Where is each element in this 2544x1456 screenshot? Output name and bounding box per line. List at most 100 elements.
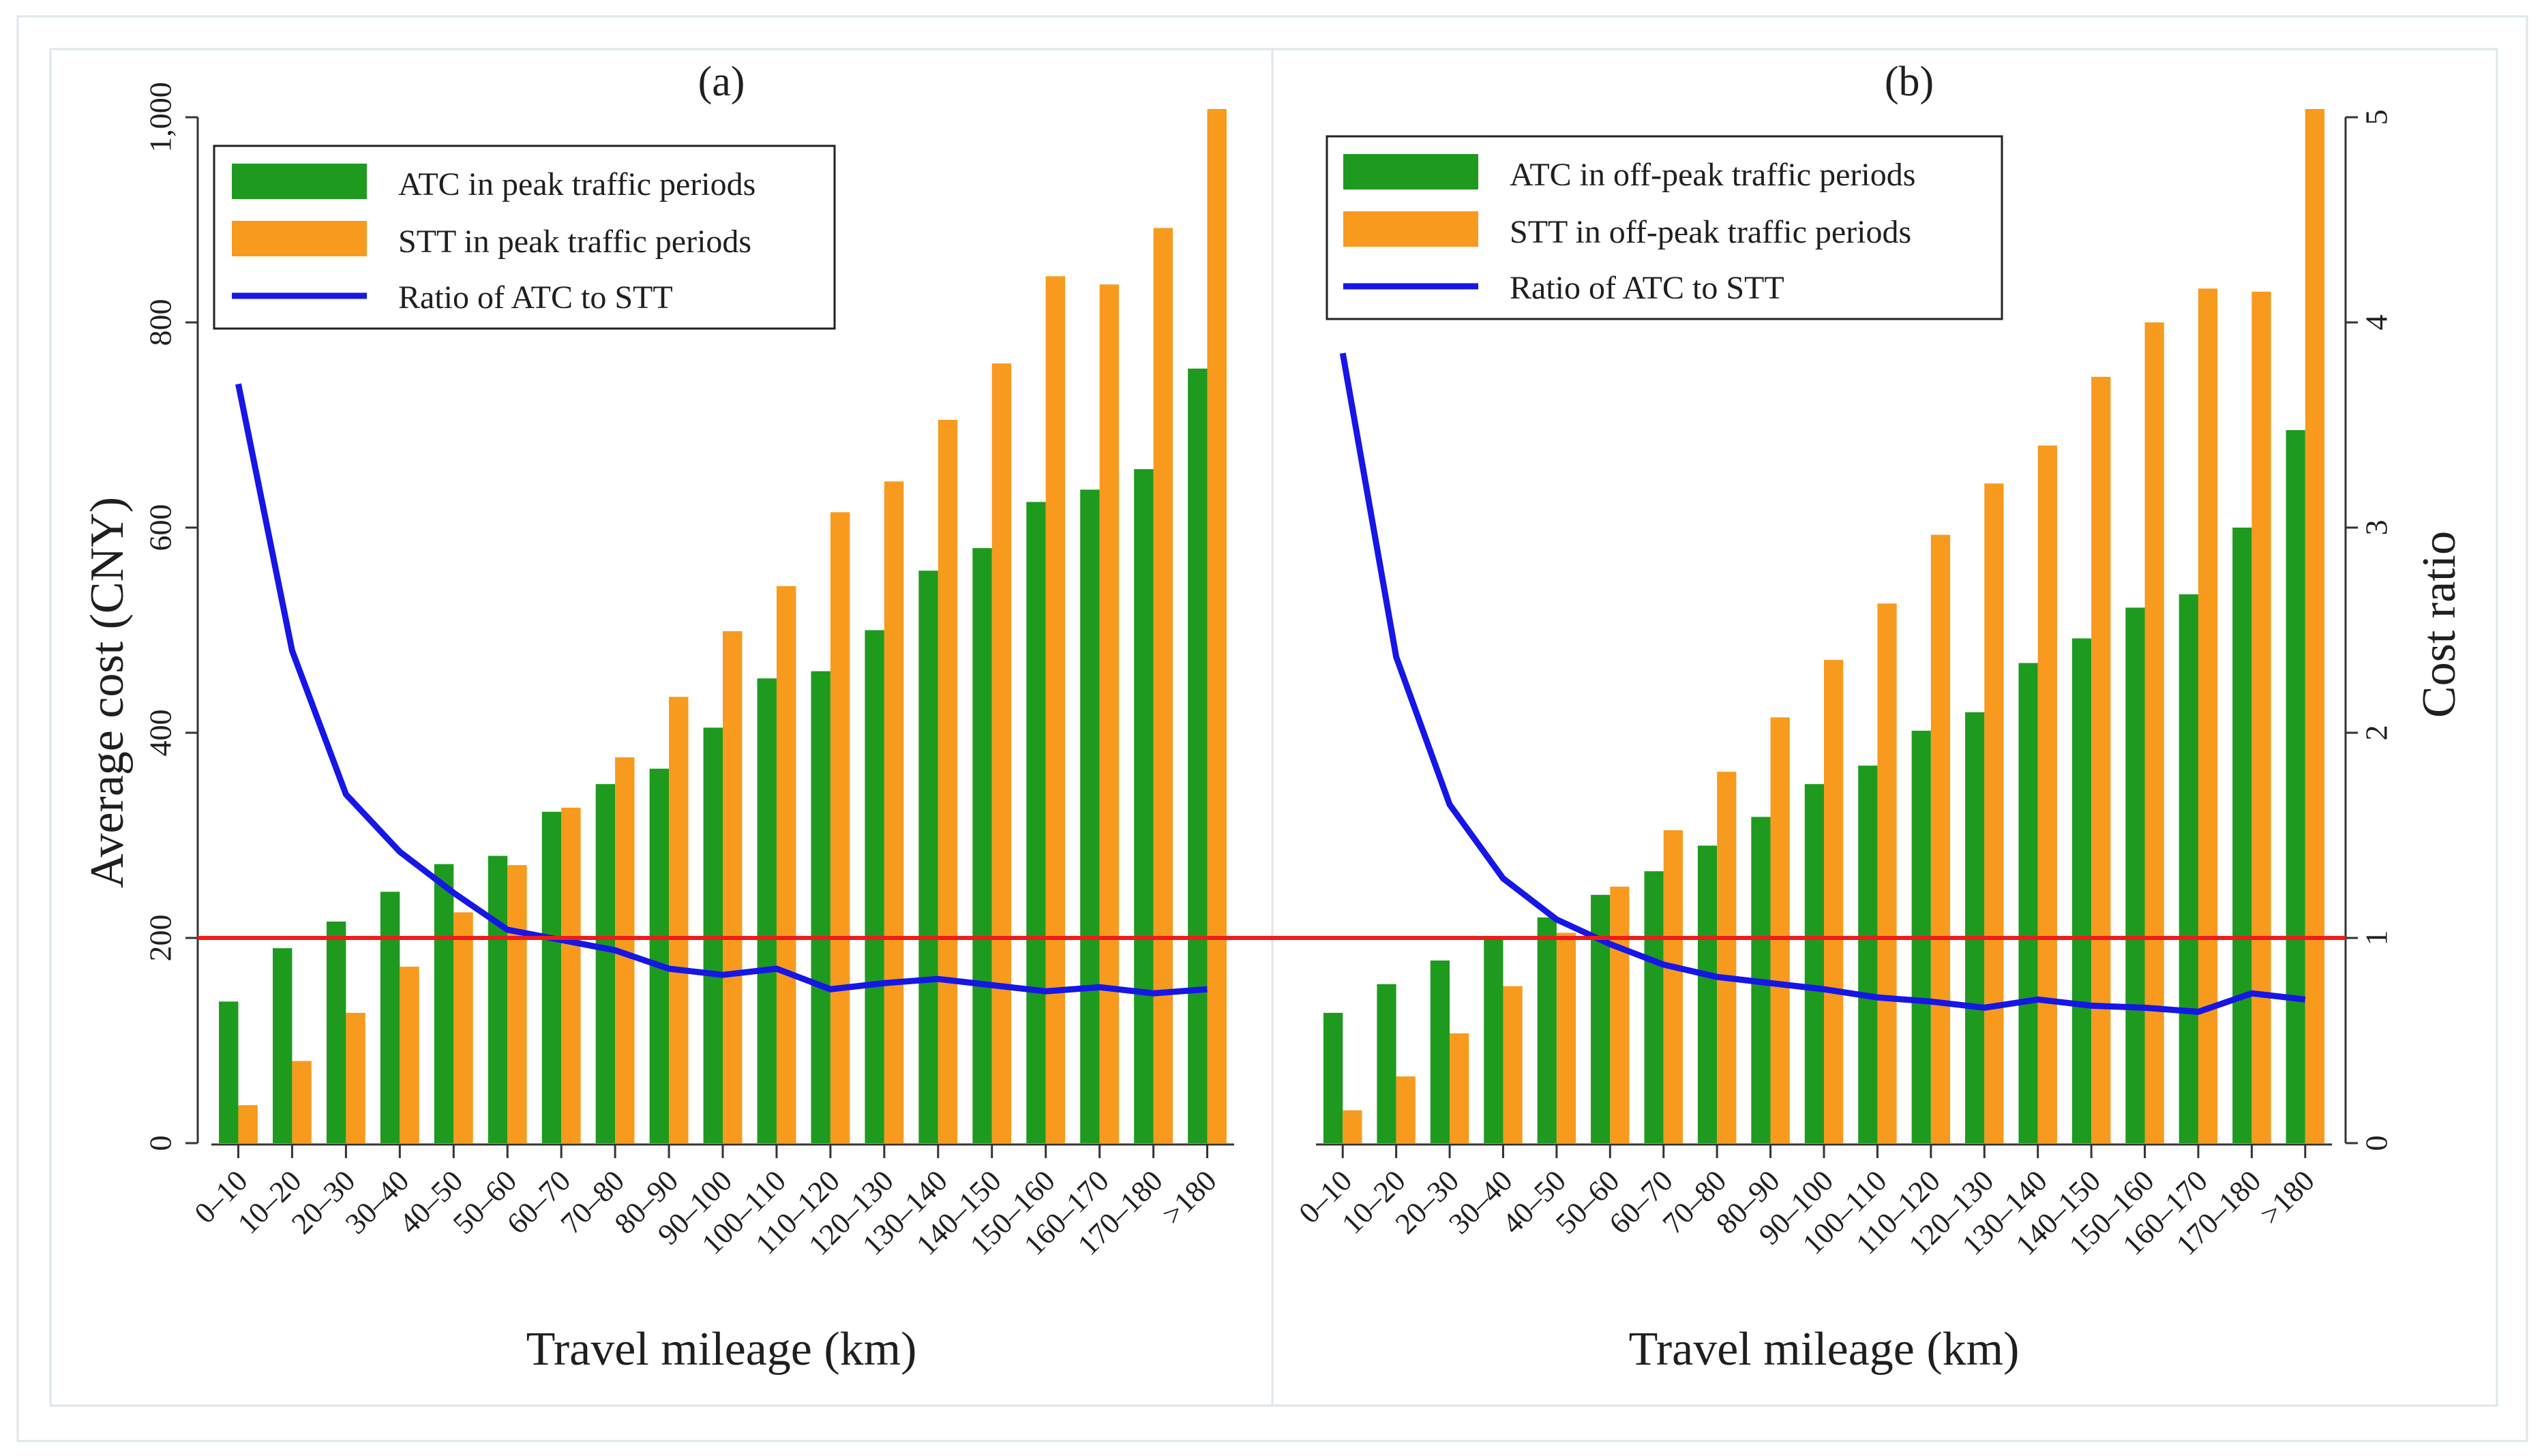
y2-tick-label: 3 xyxy=(2359,520,2394,536)
panel-b-legend-swatch-atc xyxy=(1343,154,1478,189)
panel-a-legend-swatch-atc xyxy=(232,164,367,199)
panel-b-xlabel: Travel mileage (km) xyxy=(1629,1323,2020,1376)
bar-atc xyxy=(703,727,723,1143)
bar-atc xyxy=(1080,489,1100,1143)
bar-atc xyxy=(1965,712,1985,1143)
panel-b-legend-label-atc: ATC in off-peak traffic periods xyxy=(1510,157,1915,193)
panel-b-ratio-line xyxy=(1339,352,2306,1015)
y2-tick-label: 4 xyxy=(2359,315,2394,331)
y-tick-label: 800 xyxy=(143,299,178,346)
bar-atc xyxy=(1484,940,1503,1143)
bar-stt xyxy=(1207,108,1227,1144)
panel-b-legend: ATC in off-peak traffic periods STT in o… xyxy=(1326,135,2003,320)
bar-stt xyxy=(1984,483,2004,1143)
bar-atc xyxy=(811,671,830,1143)
bar-stt xyxy=(884,481,904,1143)
bar-stt xyxy=(346,1012,365,1143)
bar-stt xyxy=(1450,1033,1469,1143)
y2-tick-label: 1 xyxy=(2359,930,2394,946)
bar-stt xyxy=(1930,534,1951,1143)
panel-b-y2label: Cost ratio xyxy=(2413,531,2466,718)
y-tick-label: 0 xyxy=(143,1136,178,1151)
bar-stt xyxy=(1045,276,1066,1143)
y-tick-label: 400 xyxy=(143,710,178,757)
bar-stt xyxy=(1770,717,1790,1143)
bar-stt xyxy=(1343,1110,1362,1143)
y-tick-label: 1,000 xyxy=(143,82,178,153)
bar-stt xyxy=(1877,603,1897,1143)
y-tick-label: 200 xyxy=(143,915,178,962)
bar-atc xyxy=(1858,765,1878,1143)
panel-b-legend-swatch-stt xyxy=(1343,211,1478,247)
bar-atc xyxy=(1188,368,1208,1143)
bar-stt xyxy=(507,865,527,1143)
bar-stt xyxy=(2037,445,2057,1143)
bar-atc xyxy=(1644,871,1664,1143)
bar-atc xyxy=(2179,594,2198,1143)
panel-a-legend-label-ratio: Ratio of ATC to STT xyxy=(398,279,673,316)
panel-a-legend-swatch-stt xyxy=(232,221,367,256)
bar-atc xyxy=(649,768,670,1143)
bar-stt xyxy=(669,697,689,1143)
bar-atc xyxy=(2071,638,2092,1143)
bar-stt xyxy=(1610,886,1630,1143)
panel-b-bars xyxy=(1323,108,2325,1144)
panel-a-title: (a) xyxy=(698,59,745,105)
bar-stt xyxy=(1396,1076,1416,1143)
bar-stt xyxy=(776,586,796,1143)
bar-stt xyxy=(938,419,958,1143)
y2-tick-label: 2 xyxy=(2359,725,2394,741)
panel-a-ratio-line xyxy=(235,383,1208,997)
plot-region-border xyxy=(49,48,2498,1407)
bar-stt xyxy=(561,807,581,1143)
bar-stt xyxy=(1824,660,1844,1143)
panel-a-legend: ATC in peak traffic periods STT in peak … xyxy=(213,145,836,330)
y2-tick-label: 5 xyxy=(2359,110,2394,125)
bar-atc xyxy=(2125,607,2145,1143)
bar-stt xyxy=(1663,830,1683,1143)
panel-b-legend-label-ratio: Ratio of ATC to STT xyxy=(1510,270,1784,306)
bar-atc xyxy=(273,948,293,1143)
panel-a-legend-label-stt: STT in peak traffic periods xyxy=(398,224,751,260)
bar-atc xyxy=(219,1001,239,1143)
bar-atc xyxy=(1377,984,1396,1143)
y-tick-label: 600 xyxy=(143,504,178,551)
bar-stt xyxy=(1153,228,1173,1143)
panel-a-ylabel: Average cost (CNY) xyxy=(81,497,134,888)
bar-atc xyxy=(434,864,454,1143)
bar-atc xyxy=(757,678,777,1143)
bar-stt xyxy=(2144,322,2164,1143)
panel-b-title: (b) xyxy=(1885,59,1934,105)
bar-stt xyxy=(1556,932,1576,1143)
bar-atc xyxy=(326,921,346,1143)
bar-atc xyxy=(1323,1012,1343,1143)
panel-b-legend-label-stt: STT in off-peak traffic periods xyxy=(1510,214,1911,250)
bar-stt xyxy=(991,363,1012,1144)
bar-atc xyxy=(972,548,992,1143)
bar-stt xyxy=(292,1061,312,1143)
bar-stt xyxy=(723,631,743,1143)
y2-tick-label: 0 xyxy=(2359,1136,2394,1151)
panel-a-y-axis: 0 200 400 600 800 1,000 xyxy=(143,82,199,1151)
bar-atc xyxy=(1026,502,1046,1143)
bar-atc xyxy=(2018,663,2038,1143)
bar-atc xyxy=(380,892,400,1143)
bar-stt xyxy=(2198,288,2218,1144)
bar-atc xyxy=(1804,784,1824,1143)
bar-stt xyxy=(1099,284,1120,1144)
bar-atc xyxy=(2286,430,2305,1143)
bar-stt xyxy=(400,967,419,1143)
bar-stt xyxy=(453,912,473,1143)
bar-atc xyxy=(865,630,884,1143)
panel-a-legend-label-atc: ATC in peak traffic periods xyxy=(398,166,755,202)
bar-stt xyxy=(1717,772,1737,1143)
panel-a-xlabel: Travel mileage (km) xyxy=(526,1323,917,1376)
bar-stt xyxy=(2251,291,2271,1144)
bar-atc xyxy=(1591,894,1611,1143)
bar-stt xyxy=(830,512,850,1143)
bar-atc xyxy=(2232,528,2252,1143)
bar-stt xyxy=(2305,108,2325,1144)
bar-atc xyxy=(595,784,616,1143)
bar-atc xyxy=(918,571,938,1143)
